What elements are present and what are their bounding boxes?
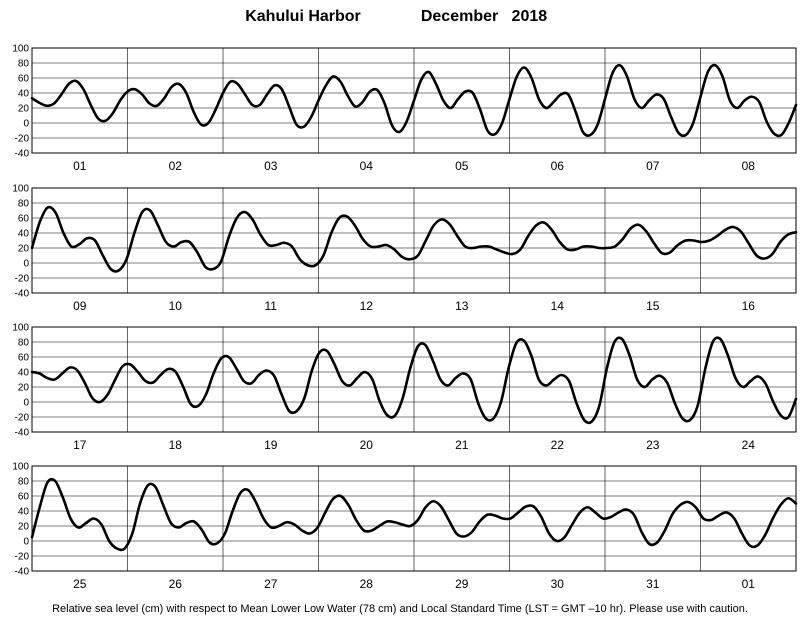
panel-frame xyxy=(31,465,797,572)
y-tick-label: -20 xyxy=(15,134,30,145)
day-label: 10 xyxy=(169,299,183,313)
chart-title-period: December 2018 xyxy=(421,8,547,25)
day-label: 01 xyxy=(73,159,87,173)
day-label: 21 xyxy=(455,438,469,452)
y-tick-label: -20 xyxy=(15,274,30,285)
y-tick-label: 20 xyxy=(18,104,30,115)
day-label: 03 xyxy=(264,159,278,173)
day-label: 23 xyxy=(646,438,660,452)
day-label: 11 xyxy=(265,299,278,313)
day-label: 25 xyxy=(73,577,87,591)
day-label: 19 xyxy=(264,438,278,452)
day-label: 06 xyxy=(551,159,565,173)
y-tick-label: 0 xyxy=(23,119,29,130)
y-tick-label: -40 xyxy=(15,289,30,300)
day-label: 02 xyxy=(169,159,183,173)
y-tick-label: 80 xyxy=(18,59,30,70)
day-label: 17 xyxy=(73,438,87,452)
y-tick-label: 60 xyxy=(18,353,30,364)
day-label: 30 xyxy=(551,577,565,591)
day-label: 12 xyxy=(360,299,374,313)
day-label: 07 xyxy=(646,159,660,173)
y-tick-label: 40 xyxy=(18,368,30,379)
panel-frame xyxy=(31,326,797,433)
day-label: 08 xyxy=(742,159,756,173)
tide-panel: -40 -20 0 20 40 60 80 100 01 02 03 04 05 06 07 08 xyxy=(12,44,798,173)
y-tick-label: 20 xyxy=(18,383,30,394)
day-label: 26 xyxy=(169,577,183,591)
tide-panel: -40 -20 0 20 40 60 80 100 09 10 11 12 13 14 15 16 xyxy=(12,184,798,313)
day-label: 27 xyxy=(264,577,278,591)
day-label: 22 xyxy=(551,438,565,452)
y-tick-label: -20 xyxy=(15,552,30,563)
sea-level-line xyxy=(30,63,798,138)
day-label: 18 xyxy=(169,438,183,452)
day-label: 31 xyxy=(646,577,660,591)
y-tick-label: 100 xyxy=(12,184,29,195)
sea-level-line xyxy=(30,477,798,552)
panel-frame xyxy=(31,187,797,294)
day-label: 13 xyxy=(455,299,469,313)
day-label: 14 xyxy=(551,299,565,313)
y-tick-label: -40 xyxy=(15,149,30,160)
y-tick-label: 20 xyxy=(18,244,30,255)
y-tick-label: -40 xyxy=(15,567,30,578)
y-tick-label: 100 xyxy=(12,462,29,473)
day-label: 01 xyxy=(742,577,756,591)
y-tick-label: 80 xyxy=(18,338,30,349)
day-label: 24 xyxy=(742,438,756,452)
day-label: 29 xyxy=(455,577,469,591)
y-tick-label: -40 xyxy=(15,428,30,439)
y-tick-label: 60 xyxy=(18,492,30,503)
y-tick-label: 20 xyxy=(18,522,30,533)
day-label: 04 xyxy=(360,159,374,173)
day-label: 15 xyxy=(646,299,660,313)
day-label: 28 xyxy=(360,577,374,591)
y-tick-label: 100 xyxy=(12,44,29,55)
tide-panel: -40 -20 0 20 40 60 80 100 25 26 27 28 29 30 31 01 xyxy=(12,462,798,591)
y-tick-label: 100 xyxy=(12,323,29,334)
y-tick-label: 0 xyxy=(23,537,29,548)
y-tick-label: -20 xyxy=(15,413,30,424)
day-label: 16 xyxy=(742,299,756,313)
y-tick-label: 0 xyxy=(23,259,29,270)
y-tick-label: 40 xyxy=(18,229,30,240)
y-tick-label: 40 xyxy=(18,89,30,100)
day-label: 05 xyxy=(455,159,469,173)
panel-frame xyxy=(31,47,797,154)
sea-level-line xyxy=(30,336,798,425)
y-tick-label: 60 xyxy=(18,74,30,85)
day-label: 20 xyxy=(360,438,374,452)
sea-level-line xyxy=(30,205,798,273)
y-tick-label: 80 xyxy=(18,477,30,488)
y-tick-label: 0 xyxy=(23,398,29,409)
y-tick-label: 40 xyxy=(18,507,30,518)
y-tick-label: 60 xyxy=(18,214,30,225)
chart-title-station: Kahului Harbor xyxy=(245,8,361,25)
tide-panel: -40 -20 0 20 40 60 80 100 17 18 19 20 21 22 23 24 xyxy=(12,323,798,452)
chart-footnote: Relative sea level (cm) with respect to … xyxy=(52,603,748,615)
day-label: 09 xyxy=(73,299,87,313)
y-tick-label: 80 xyxy=(18,199,30,210)
